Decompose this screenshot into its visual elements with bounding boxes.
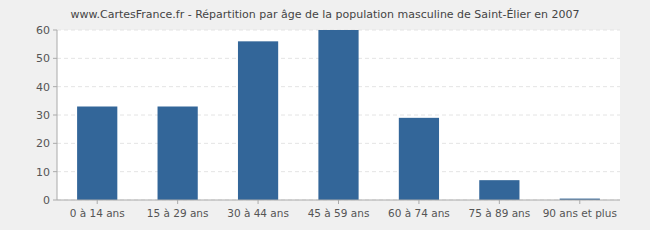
x-tick-mark (258, 200, 259, 204)
x-tick-label: 60 à 74 ans (388, 207, 450, 219)
chart-svg: www.CartesFrance.fr - Répartition par âg… (0, 0, 650, 230)
bar (238, 41, 278, 200)
x-tick-label: 0 à 14 ans (70, 207, 125, 219)
plot-area (57, 30, 620, 200)
y-axis (57, 30, 58, 200)
bar (318, 30, 358, 200)
x-tick-mark (579, 200, 580, 204)
x-tick-mark (177, 200, 178, 204)
x-tick-label: 90 ans et plus (543, 207, 617, 219)
bar (77, 107, 117, 201)
chart-container: www.CartesFrance.fr - Répartition par âg… (0, 0, 650, 230)
x-tick-label: 75 à 89 ans (468, 207, 530, 219)
tick-mark (53, 143, 57, 144)
tick-mark (53, 58, 57, 59)
x-tick-label: 15 à 29 ans (147, 207, 209, 219)
bars (77, 30, 600, 200)
bar (158, 107, 198, 201)
tick-mark (53, 30, 57, 31)
title: www.CartesFrance.fr - Répartition par âg… (71, 8, 580, 21)
y-tick-label: 20 (36, 137, 50, 150)
bar (479, 180, 519, 200)
x-tick-mark (338, 200, 339, 204)
tick-mark (53, 171, 57, 172)
y-tick-label: 60 (36, 24, 50, 37)
tick-mark (53, 115, 57, 116)
bar (399, 118, 439, 200)
x-tick-mark (499, 200, 500, 204)
tick-mark (53, 86, 57, 87)
x-tick-mark (418, 200, 419, 204)
y-tick-label: 0 (43, 194, 50, 207)
x-tick-mark (97, 200, 98, 204)
x-tick-label: 30 à 44 ans (227, 207, 289, 219)
x-tick-label: 45 à 59 ans (308, 207, 370, 219)
y-tick-label: 40 (36, 81, 50, 94)
tick-mark (53, 200, 57, 201)
y-tick-label: 50 (36, 52, 50, 65)
y-tick-label: 10 (36, 166, 50, 179)
y-tick-label: 30 (36, 109, 50, 122)
background (0, 0, 650, 230)
